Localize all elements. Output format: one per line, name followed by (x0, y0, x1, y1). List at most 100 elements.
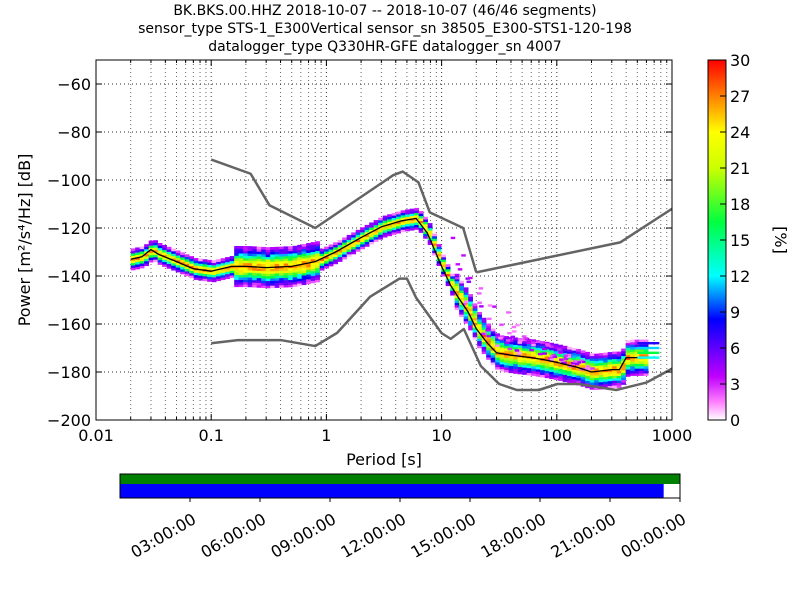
density-cell (297, 249, 302, 253)
density-cell (589, 379, 595, 383)
density-cell (594, 368, 599, 371)
density-cell (162, 245, 167, 248)
density-cell (184, 261, 190, 265)
density-cell (549, 342, 554, 346)
density-cell (216, 268, 221, 272)
density-cell (567, 378, 572, 381)
density-cell (333, 261, 338, 265)
density-cell (517, 345, 523, 348)
y-axis-label-text: Power [m²/s⁴/Hz] [dB] (15, 154, 34, 327)
density-cell (522, 348, 527, 351)
density-cell (139, 263, 145, 266)
density-cell (279, 263, 284, 267)
density-cell (387, 214, 392, 217)
density-cell (220, 274, 226, 278)
density-cell (441, 257, 446, 260)
density-cell (324, 265, 329, 269)
density-cell (481, 334, 487, 338)
density-cell (279, 284, 284, 288)
density-cell (535, 373, 541, 377)
density-cell (459, 283, 464, 286)
density-cell (220, 272, 226, 276)
density-cell (499, 364, 505, 367)
density-cell (558, 363, 563, 367)
density-cell (337, 254, 343, 258)
density-cell (288, 267, 293, 271)
density-cell (477, 343, 482, 346)
density-cell (148, 250, 154, 253)
density-cell (607, 371, 613, 374)
density-cell (580, 357, 586, 361)
density-cell (391, 232, 397, 235)
density-cell (544, 353, 550, 357)
x-tick-label: 100 (542, 426, 573, 445)
density-cell (544, 365, 550, 369)
density-cell (252, 246, 257, 250)
density-cell (639, 368, 644, 372)
density-cell (472, 317, 478, 321)
density-cell (211, 260, 217, 263)
density-cell (265, 280, 271, 284)
density-cell (297, 268, 302, 272)
density-cell (382, 220, 388, 224)
density-cell (576, 351, 581, 355)
density-cell (256, 282, 262, 286)
density-cell (306, 279, 311, 282)
density-cell (270, 275, 275, 279)
density-cell (211, 272, 217, 275)
density-cell (324, 260, 329, 264)
chart-title-line-2: sensor_type STS-1_E300Vertical sensor_sn… (138, 21, 632, 37)
density-cell (576, 370, 581, 374)
density-cell (459, 295, 464, 298)
density-cell (211, 277, 217, 280)
density-cell (274, 270, 280, 274)
density-cell (360, 227, 365, 231)
density-cell (279, 280, 284, 283)
density-cell (256, 258, 262, 262)
density-cell (634, 363, 640, 367)
density-cell (630, 361, 635, 364)
density-cell (477, 328, 482, 332)
density-cell (211, 267, 217, 271)
density-cell (513, 361, 518, 365)
density-cell (130, 260, 136, 264)
density-cell (297, 271, 302, 274)
density-cell (634, 349, 640, 352)
density-cell (538, 352, 543, 356)
density-cell (459, 297, 464, 301)
density-cell (238, 250, 244, 254)
density-cell (382, 227, 388, 231)
density-cell (562, 376, 568, 380)
density-cell (279, 248, 284, 252)
density-cell (288, 274, 293, 278)
density-cell (490, 331, 496, 334)
density-cell (405, 228, 410, 232)
density-cell (387, 228, 392, 232)
density-cell (607, 356, 613, 360)
density-cell (612, 378, 617, 381)
density-cell (279, 251, 284, 255)
density-cell (256, 280, 262, 283)
density-cell (351, 237, 356, 240)
y-tick-label: −100 (47, 171, 91, 190)
density-cell (603, 362, 608, 365)
density-cell (432, 252, 437, 256)
density-cell (607, 364, 613, 367)
colorbar-tick-label: 24 (730, 123, 750, 142)
density-cell (535, 364, 541, 368)
density-cell (292, 274, 298, 278)
density-cell (162, 247, 167, 251)
density-cell (202, 271, 208, 274)
density-cell (378, 236, 383, 240)
density-cell (459, 280, 464, 284)
density-cell (598, 357, 604, 361)
density-cell (234, 262, 239, 266)
density-cell (373, 236, 379, 240)
density-cell (594, 372, 599, 376)
coverage-time-label: 18:00:00 (477, 509, 549, 561)
density-cell (616, 354, 622, 357)
colorbar-tick-label: 18 (730, 195, 750, 214)
density-cell (513, 337, 518, 341)
density-cell (441, 259, 446, 263)
density-cell (130, 258, 136, 261)
